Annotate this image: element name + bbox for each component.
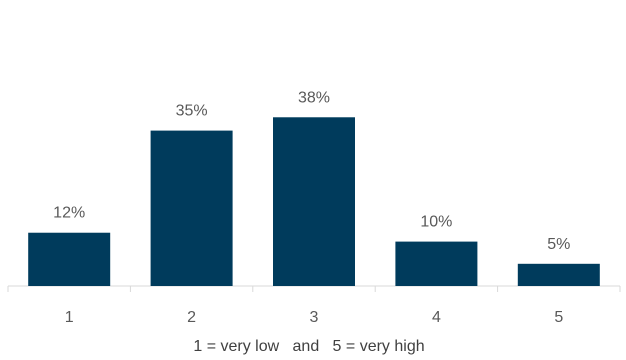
bar-3 [273, 117, 355, 286]
data-label-2: 35% [176, 103, 208, 120]
bar-series [28, 117, 600, 286]
x-axis-ticks [7, 286, 621, 292]
data-label-1: 12% [53, 205, 85, 222]
category-label-3: 3 [310, 309, 319, 326]
bar-2 [150, 130, 233, 286]
category-label-1: 1 [65, 309, 74, 326]
data-labels: 12% 35% 38% 10% 5% [53, 89, 570, 253]
data-label-3: 38% [298, 89, 330, 106]
category-label-2: 2 [187, 309, 196, 326]
category-label-5: 5 [554, 309, 563, 326]
data-label-4: 10% [420, 214, 452, 231]
category-labels: 1 2 3 4 5 [65, 309, 564, 326]
x-axis-title: 1 = very low and 5 = very high [193, 338, 424, 355]
bar-1 [28, 232, 111, 286]
bar-4 [395, 241, 478, 286]
bar-5 [517, 263, 600, 286]
category-label-4: 4 [432, 309, 441, 326]
data-label-5: 5% [547, 236, 570, 253]
